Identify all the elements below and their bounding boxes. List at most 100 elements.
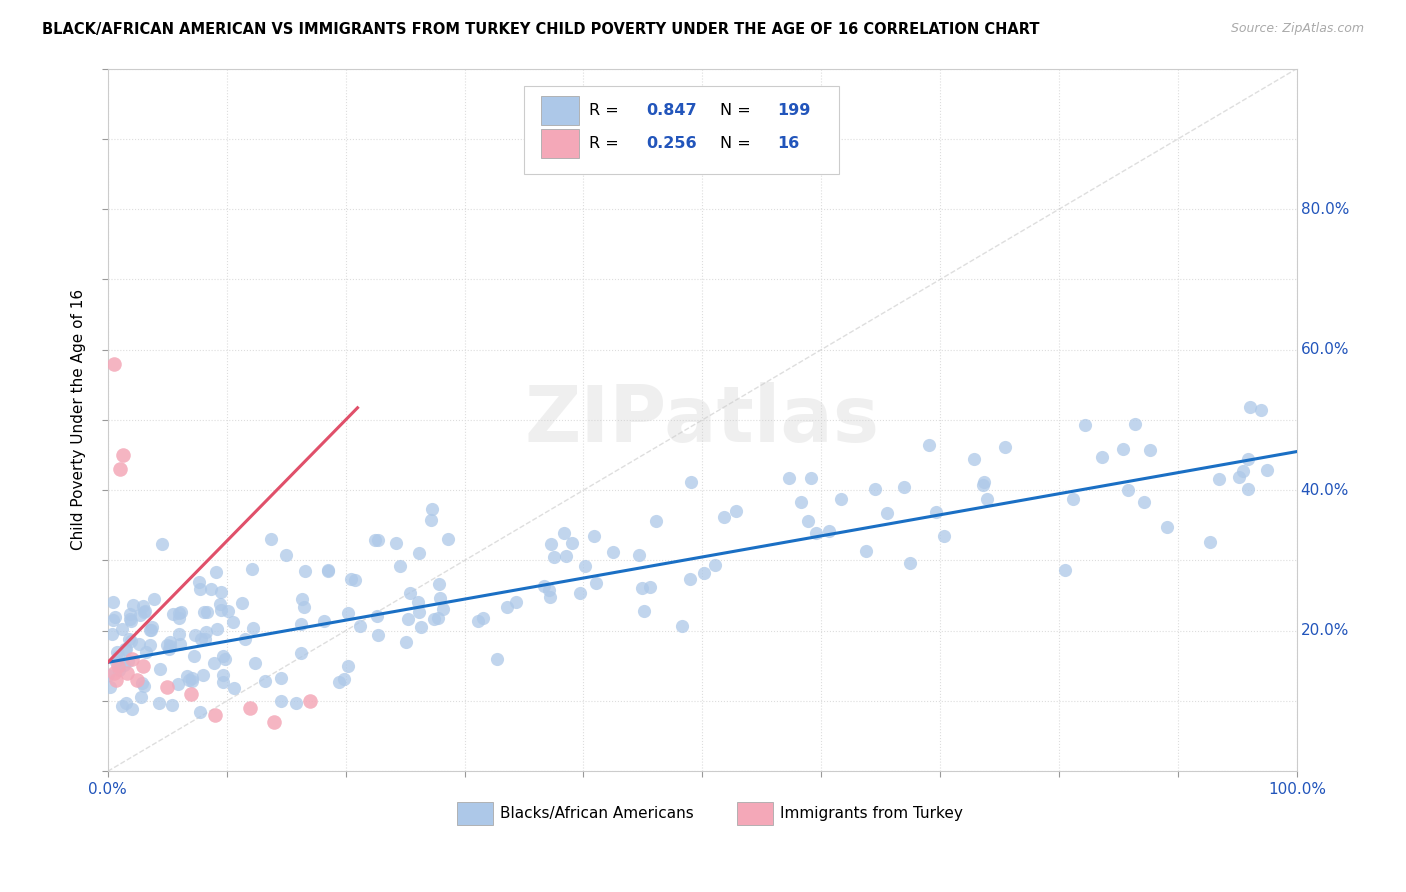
Point xyxy=(202,657,225,671)
Point xyxy=(337,607,360,621)
Point xyxy=(208,597,231,611)
Point xyxy=(633,604,655,618)
Point xyxy=(1053,563,1076,577)
Point xyxy=(129,690,152,705)
Text: Blacks/African Americans: Blacks/African Americans xyxy=(501,806,695,821)
Point xyxy=(1074,417,1097,432)
Point xyxy=(194,632,217,646)
Text: N =: N = xyxy=(720,136,756,152)
Point xyxy=(336,658,359,673)
Point xyxy=(290,646,312,660)
Point xyxy=(167,676,190,690)
Point xyxy=(233,632,256,646)
Point xyxy=(533,579,555,593)
Point xyxy=(973,475,995,489)
Point xyxy=(239,701,262,715)
Point xyxy=(349,619,371,633)
Point xyxy=(148,696,170,710)
Point xyxy=(806,525,828,540)
Point xyxy=(800,471,823,485)
Point xyxy=(242,621,264,635)
Point xyxy=(1156,520,1178,534)
Point xyxy=(108,462,131,476)
Point xyxy=(270,694,292,708)
Point xyxy=(830,492,852,507)
Point xyxy=(108,663,131,677)
Point xyxy=(340,572,363,586)
Point xyxy=(1239,401,1261,415)
Point xyxy=(364,533,387,548)
Point xyxy=(104,655,127,669)
FancyBboxPatch shape xyxy=(457,802,494,825)
Point xyxy=(543,550,565,565)
Point xyxy=(284,696,307,710)
Point xyxy=(1237,483,1260,497)
Point xyxy=(932,529,955,543)
Point xyxy=(679,572,702,586)
Point xyxy=(333,672,356,686)
Point xyxy=(132,605,155,619)
Point xyxy=(118,612,141,626)
Point xyxy=(797,514,820,528)
Point xyxy=(408,545,430,559)
Point xyxy=(214,651,236,665)
Point xyxy=(112,448,135,462)
Point xyxy=(139,623,162,637)
Point xyxy=(167,611,190,625)
Point xyxy=(101,595,124,609)
Point xyxy=(485,652,508,666)
Point xyxy=(195,625,218,640)
Point xyxy=(538,582,561,597)
Text: 0.847: 0.847 xyxy=(647,103,697,118)
Point xyxy=(437,532,460,546)
Text: 199: 199 xyxy=(778,103,811,118)
Point xyxy=(496,599,519,614)
Point xyxy=(291,592,314,607)
Point xyxy=(159,635,181,649)
Point xyxy=(713,509,735,524)
Point xyxy=(104,610,127,624)
Point xyxy=(704,558,727,572)
Point xyxy=(212,675,235,690)
Point xyxy=(274,548,297,562)
Point xyxy=(162,607,184,621)
Point xyxy=(1227,470,1250,484)
Point xyxy=(292,599,315,614)
Point xyxy=(107,658,129,673)
Point xyxy=(1132,495,1154,509)
Point xyxy=(1250,402,1272,417)
Point xyxy=(176,669,198,683)
Point xyxy=(316,563,339,577)
Point xyxy=(893,479,915,493)
FancyBboxPatch shape xyxy=(737,802,772,825)
Point xyxy=(290,617,312,632)
Text: 80.0%: 80.0% xyxy=(1301,202,1348,217)
Point xyxy=(143,592,166,607)
Point xyxy=(1116,483,1139,497)
Point xyxy=(426,610,449,624)
Point xyxy=(107,648,129,663)
Point xyxy=(162,698,184,713)
Point xyxy=(243,656,266,670)
Point xyxy=(105,652,128,666)
Point xyxy=(395,635,418,649)
Point xyxy=(555,549,578,564)
Point xyxy=(200,582,222,597)
Point xyxy=(150,536,173,550)
Point xyxy=(963,451,986,466)
Point xyxy=(538,591,561,605)
Point xyxy=(132,658,155,673)
Point xyxy=(193,668,215,682)
Point xyxy=(193,605,215,619)
Point xyxy=(693,566,716,581)
Point xyxy=(628,548,651,562)
Point xyxy=(101,626,124,640)
Point xyxy=(1237,451,1260,466)
Point xyxy=(467,614,489,628)
Point xyxy=(224,681,246,695)
Point xyxy=(117,654,139,668)
Point xyxy=(725,504,748,518)
Point xyxy=(602,545,624,559)
FancyBboxPatch shape xyxy=(541,96,579,126)
Point xyxy=(209,584,232,599)
